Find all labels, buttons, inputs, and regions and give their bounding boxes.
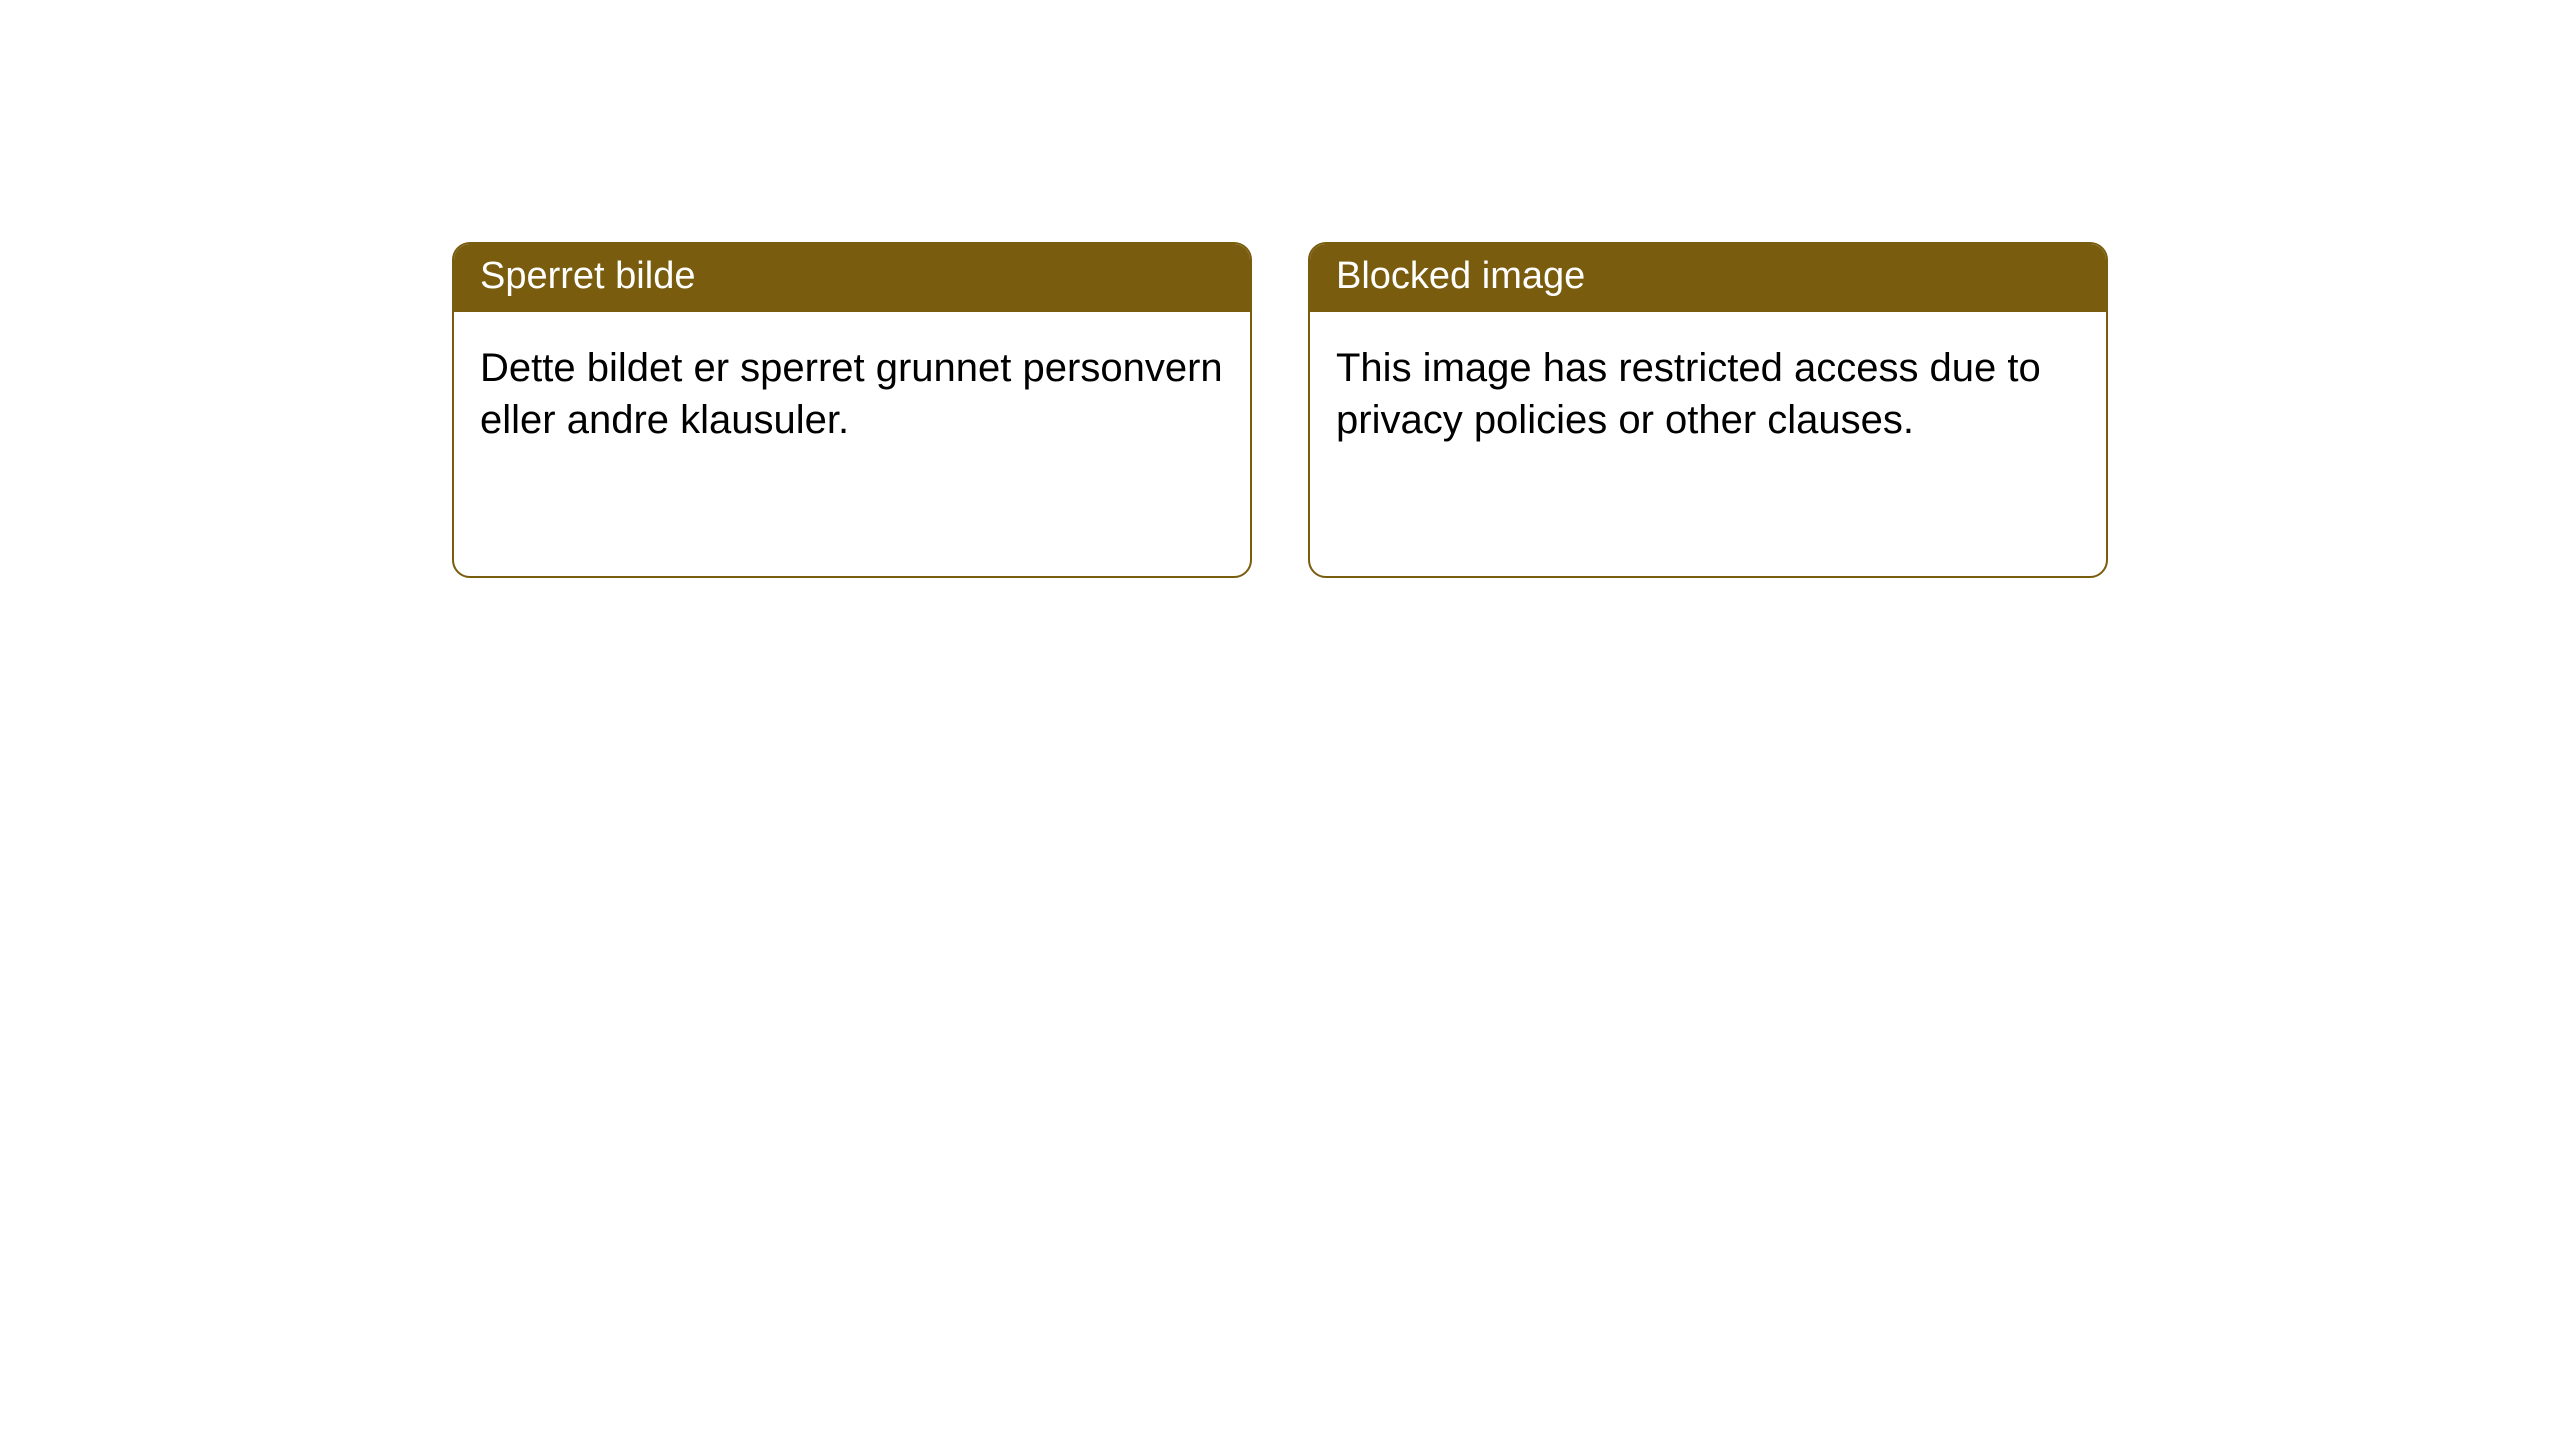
notice-container: Sperret bilde Dette bildet er sperret gr…	[452, 242, 2108, 578]
notice-body: Dette bildet er sperret grunnet personve…	[454, 312, 1250, 476]
notice-card-norwegian: Sperret bilde Dette bildet er sperret gr…	[452, 242, 1252, 578]
notice-header: Blocked image	[1310, 244, 2106, 312]
notice-card-english: Blocked image This image has restricted …	[1308, 242, 2108, 578]
notice-body: This image has restricted access due to …	[1310, 312, 2106, 476]
notice-header: Sperret bilde	[454, 244, 1250, 312]
